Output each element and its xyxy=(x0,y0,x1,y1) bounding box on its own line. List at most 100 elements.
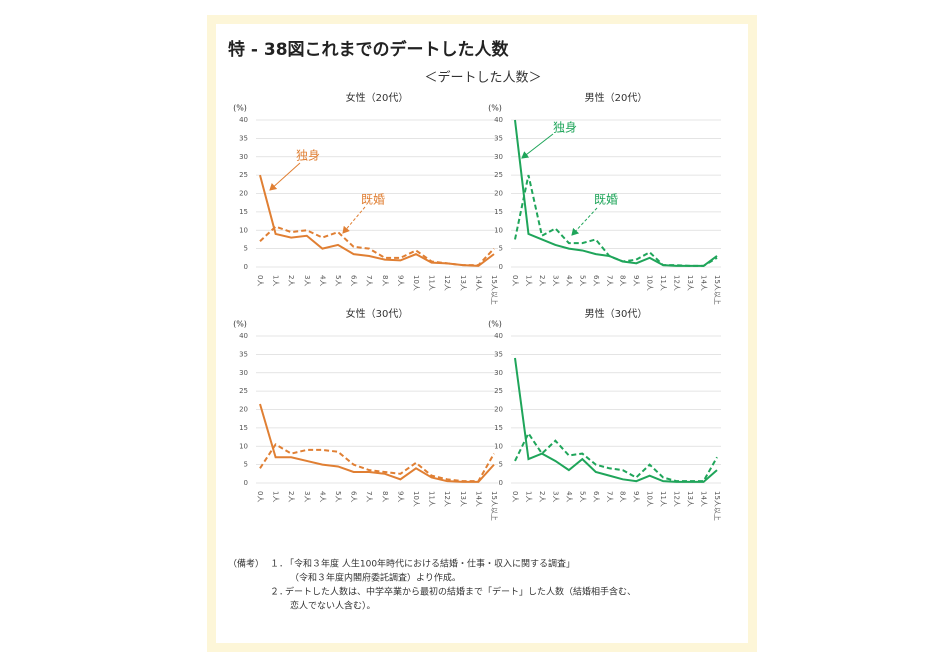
x-tick-label: 1人 xyxy=(524,275,532,286)
x-tick-label: 12人 xyxy=(443,275,451,291)
x-tick-label: 12人 xyxy=(673,491,681,507)
x-tick-label: 7人 xyxy=(605,491,613,502)
x-tick-label: 10人 xyxy=(412,491,420,507)
y-tick-label: 0 xyxy=(244,263,248,271)
y-tick-label: 15 xyxy=(494,208,503,216)
x-tick-label: 4人 xyxy=(318,275,326,286)
y-tick-label: 15 xyxy=(239,424,248,432)
x-tick-label: 8人 xyxy=(619,275,627,286)
x-tick-label: 10人 xyxy=(646,275,654,291)
chart-title: 女性（30代） xyxy=(346,307,409,320)
x-tick-label: 8人 xyxy=(619,491,627,502)
y-tick-label: 5 xyxy=(244,461,248,469)
note-line: 「令和３年度 人生100年時代における結婚・仕事・収入に関する調査」 xyxy=(285,558,575,570)
x-tick-label: 0人 xyxy=(256,275,264,286)
x-tick-label: 14人 xyxy=(700,491,708,507)
x-tick-label: 12人 xyxy=(673,275,681,291)
y-tick-label: 20 xyxy=(494,190,503,198)
y-tick-label: 35 xyxy=(494,134,503,142)
y-tick-label: 40 xyxy=(494,332,503,340)
y-tick-label: 10 xyxy=(494,442,503,450)
note-line: デートした人数は、中学卒業から最初の結婚まで「デート」した人数（結婚相手含む、 xyxy=(285,586,636,598)
series-annotation: 独身 xyxy=(553,120,577,135)
x-tick-label: 14人 xyxy=(474,491,482,507)
x-tick-label: 7人 xyxy=(605,275,613,286)
x-tick-label: 1人 xyxy=(272,491,280,502)
data-line xyxy=(259,225,495,267)
notes-label: （備考） xyxy=(228,558,264,570)
series-annotation: 既婚 xyxy=(361,193,385,207)
x-tick-label: 1人 xyxy=(524,491,532,502)
chart-title: 男性（30代） xyxy=(585,307,648,320)
y-tick-label: 30 xyxy=(494,153,503,161)
y-tick-label: 15 xyxy=(494,424,503,432)
y-tick-label: 10 xyxy=(494,226,503,234)
x-tick-label: 15人以上 xyxy=(490,275,499,305)
y-axis-label: (%) xyxy=(488,320,502,329)
series-annotation: 独身 xyxy=(296,148,320,163)
annotation-arrow xyxy=(269,162,301,191)
y-tick-label: 30 xyxy=(494,369,503,377)
y-tick-label: 5 xyxy=(499,245,503,253)
x-tick-label: 5人 xyxy=(578,491,586,502)
x-tick-label: 1人 xyxy=(272,275,280,286)
x-tick-label: 13人 xyxy=(459,275,467,291)
y-tick-label: 40 xyxy=(239,116,248,124)
y-tick-label: 20 xyxy=(239,406,248,414)
x-tick-label: 11人 xyxy=(659,491,667,507)
panel xyxy=(216,24,748,643)
x-tick-label: 14人 xyxy=(700,275,708,291)
y-tick-label: 0 xyxy=(244,479,248,487)
y-axis-label: (%) xyxy=(488,104,502,113)
note-line: （令和３年度内閣府委託調査）より作成。 xyxy=(290,572,461,584)
x-tick-label: 10人 xyxy=(412,275,420,291)
y-tick-label: 10 xyxy=(239,442,248,450)
y-tick-label: 25 xyxy=(494,171,503,179)
x-tick-label: 2人 xyxy=(538,491,546,502)
y-tick-label: 20 xyxy=(239,190,248,198)
annotation-arrow xyxy=(571,207,598,236)
note-line: 恋人でない人含む）。 xyxy=(290,600,376,612)
x-tick-label: 2人 xyxy=(538,275,546,286)
x-tick-label: 4人 xyxy=(318,491,326,502)
x-tick-label: 9人 xyxy=(632,275,640,286)
x-tick-label: 15人以上 xyxy=(713,491,722,521)
y-tick-label: 0 xyxy=(499,263,503,271)
note-number: １． xyxy=(270,560,288,570)
x-tick-label: 2人 xyxy=(287,275,295,286)
x-tick-label: 14人 xyxy=(474,275,482,291)
x-tick-label: 0人 xyxy=(256,491,264,502)
x-tick-label: 8人 xyxy=(381,275,389,286)
x-tick-label: 7人 xyxy=(365,275,373,286)
x-tick-label: 6人 xyxy=(350,491,358,502)
y-tick-label: 30 xyxy=(239,153,248,161)
y-tick-label: 40 xyxy=(494,116,503,124)
y-axis-label: (%) xyxy=(233,320,247,329)
y-axis-label: (%) xyxy=(233,104,247,113)
y-tick-label: 0 xyxy=(499,479,503,487)
chart-title: 男性（20代） xyxy=(585,91,648,104)
notes: （備考） １．「令和３年度 人生100年時代における結婚・仕事・収入に関する調査」… xyxy=(228,558,636,612)
annotation-arrow xyxy=(521,133,554,159)
chart-title: 女性（20代） xyxy=(346,91,409,104)
x-tick-label: 0人 xyxy=(511,275,519,286)
data-line xyxy=(259,443,495,483)
y-tick-label: 5 xyxy=(244,245,248,253)
x-tick-label: 9人 xyxy=(396,275,404,286)
x-tick-label: 12人 xyxy=(443,491,451,507)
x-tick-label: 3人 xyxy=(303,275,311,286)
x-tick-label: 13人 xyxy=(686,491,694,507)
y-tick-label: 35 xyxy=(239,350,248,358)
x-tick-label: 6人 xyxy=(350,275,358,286)
x-tick-label: 8人 xyxy=(381,491,389,502)
x-tick-label: 15人以上 xyxy=(713,275,722,305)
y-tick-label: 25 xyxy=(239,387,248,395)
x-tick-label: 13人 xyxy=(686,275,694,291)
note-number: ２． xyxy=(270,588,288,598)
y-tick-label: 25 xyxy=(494,387,503,395)
y-tick-label: 10 xyxy=(239,226,248,234)
x-tick-label: 4人 xyxy=(565,275,573,286)
x-tick-label: 0人 xyxy=(511,491,519,502)
y-tick-label: 15 xyxy=(239,208,248,216)
